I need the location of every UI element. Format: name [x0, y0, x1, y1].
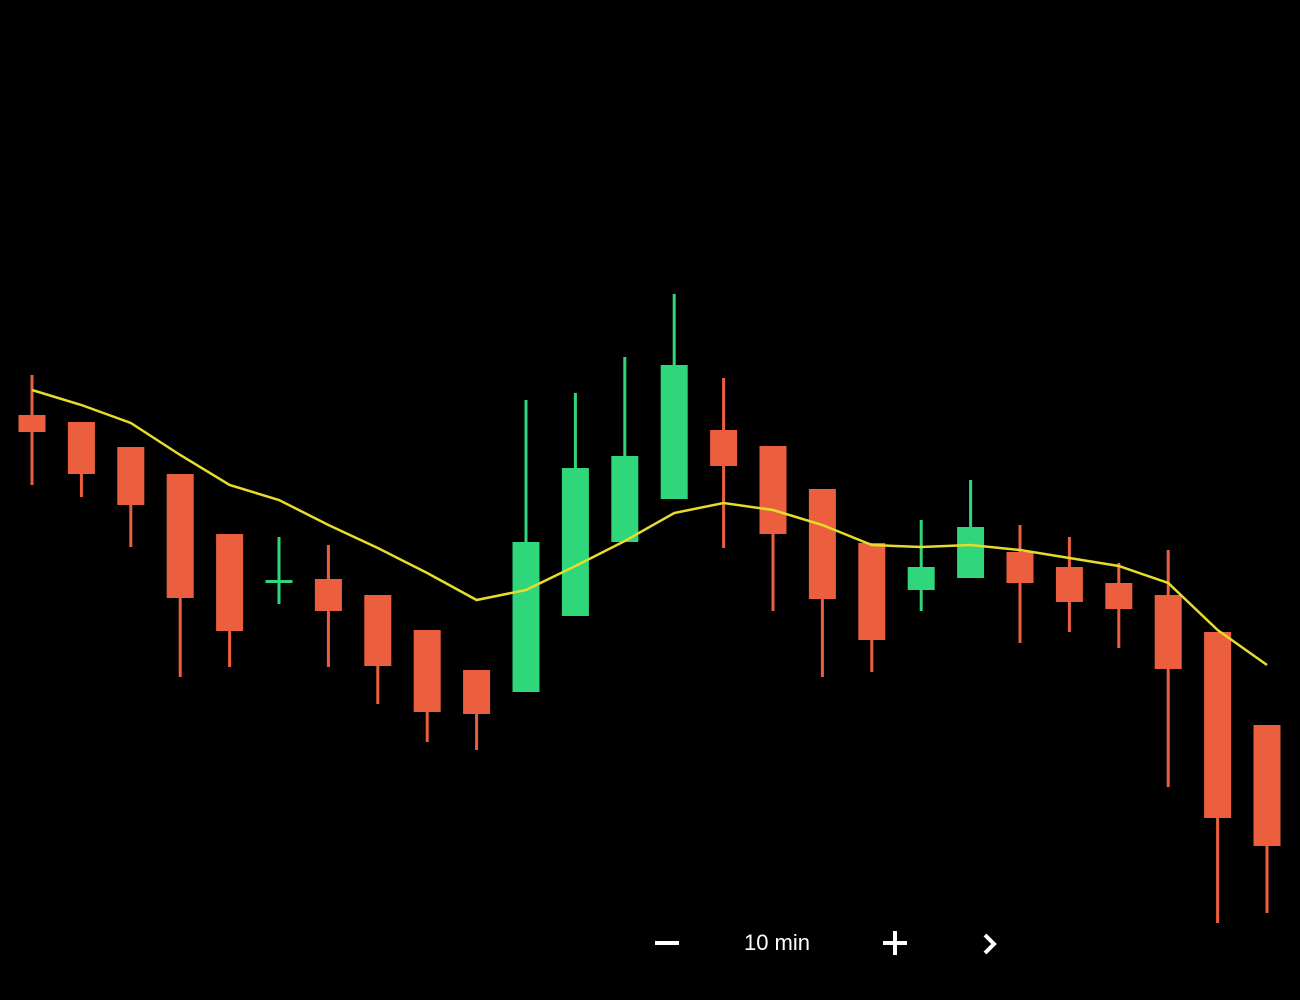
candle-body — [463, 670, 491, 714]
interval-label[interactable]: 10 min — [744, 930, 810, 955]
candle-body — [660, 365, 688, 499]
candle-body — [67, 422, 95, 474]
next-icon — [983, 933, 997, 955]
candle-body — [1006, 552, 1034, 583]
moving-average-line — [31, 388, 1268, 667]
candle-body — [1253, 725, 1281, 846]
next-button[interactable] — [976, 926, 1006, 960]
candle-body — [561, 468, 589, 616]
candle-body — [1204, 632, 1232, 818]
candle-body — [907, 567, 935, 590]
zoom-in-button[interactable] — [878, 926, 912, 960]
candle-body — [314, 579, 342, 611]
candle-body — [808, 489, 836, 599]
candle-body — [957, 527, 985, 578]
candle-body — [759, 446, 787, 534]
candle-body — [1055, 567, 1083, 602]
candle-body — [166, 474, 194, 598]
candle-body — [413, 630, 441, 712]
candle-body — [1105, 583, 1133, 609]
candle-body — [710, 430, 738, 466]
candle-body — [265, 580, 293, 583]
candle-body — [18, 415, 46, 432]
candle-body — [1154, 595, 1182, 669]
plot-area — [18, 294, 1281, 923]
candle-body — [512, 542, 540, 692]
candle-body — [858, 543, 886, 640]
zoom-out-button[interactable] — [650, 926, 684, 960]
candle-body — [364, 595, 392, 666]
candle-body — [117, 447, 145, 505]
candle-body — [216, 534, 244, 631]
candle-body — [611, 456, 639, 542]
